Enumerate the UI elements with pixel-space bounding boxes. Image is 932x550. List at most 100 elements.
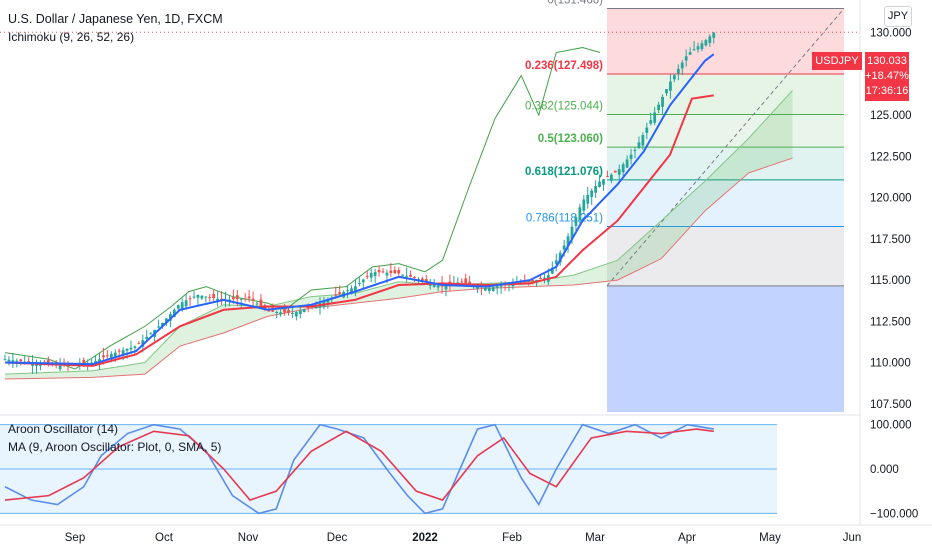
fib-trend-line [606,8,845,287]
candle-body [590,190,594,198]
aroon-legend: Aroon Oscillator (14) [8,422,119,436]
candle-body [279,312,283,315]
time-tick-label: Nov [238,532,259,544]
candle-body [90,362,94,364]
price-change: +18.47% [865,70,909,82]
time-tick-label: Oct [155,532,174,544]
candle-body [192,296,196,298]
symbol-title: U.S. Dollar / Japanese Yen, 1D, FXCM [8,12,223,26]
price-tick-label: 130.000 [870,28,912,40]
symbol-tag: USDJPY [812,52,862,70]
candle-body [704,40,708,46]
candle-body [231,297,235,300]
time-tick-label: Mar [585,532,605,544]
candle-body [259,299,263,307]
candle-body [393,269,397,274]
candle-body [251,298,255,301]
price-tick-label: 117.500 [870,234,911,246]
candle-body [543,277,546,279]
time-tick-label: Sep [65,532,85,544]
currency-button[interactable]: JPY [884,6,912,27]
candle-body [558,252,562,263]
candle-body [283,308,286,313]
price-tick-label: 110.000 [870,358,911,370]
candle-body [688,52,692,55]
candle-body [712,32,716,38]
candle-body [409,274,412,277]
candle-body [405,275,409,277]
candle-body [212,293,216,298]
candle-body [700,43,704,50]
candle-body [566,236,570,247]
osc-tick-label: 100.000 [870,420,912,432]
candle-body [165,318,168,324]
candle-body [117,350,121,352]
leading-span-b [4,157,793,380]
candle-body [401,274,405,276]
candle-body [487,287,491,292]
aroon-ma-line [4,428,714,501]
candle-body [125,348,129,351]
candle-body [149,333,153,335]
candle-body [582,199,586,211]
candle-body [613,170,617,173]
aroon-oscillator-line [4,423,714,515]
candle-body [657,104,661,111]
candle-body [562,245,566,250]
candle-body [168,314,172,321]
candle-body [598,181,601,187]
candle-body [243,298,247,300]
candle-body [145,336,149,339]
candle-body [255,303,259,305]
candle-body [385,272,389,276]
candle-body [436,285,440,288]
candle-body [338,292,342,294]
time-tick-label: 2022 [412,532,438,544]
price-tick-label: 115.000 [870,275,911,287]
candle-body [291,312,294,314]
candle-body [350,288,353,293]
candle-body [102,355,105,358]
fib-extension-zone [607,285,844,412]
candle-body [692,49,696,51]
candle-body [621,164,625,173]
candle-body [334,294,338,296]
candle-body [413,277,416,279]
fib-level-label: 0.236(127.498) [525,60,603,72]
candle-body [574,217,578,226]
candle-body [637,142,641,149]
candle-body [172,309,176,318]
candle-body [570,226,574,240]
price-tick-label: 125.000 [870,110,912,122]
candle-body [550,267,554,274]
candle-body [188,298,192,300]
candle-body [629,154,633,159]
candle-body [287,309,290,313]
candle-body [161,322,164,327]
candle-body [109,353,113,360]
candle-body [397,270,401,274]
fib-level-label: 0.5(123.060) [538,133,603,145]
candle-body [369,272,373,278]
fib-level-label: 0.382(125.044) [525,100,603,112]
candle-body [121,350,125,356]
candle-body [444,285,448,290]
candle-body [141,340,145,347]
fib-zone [607,179,844,227]
price-tick-label: 122.500 [870,151,912,163]
candle-body [204,296,208,298]
candle-body [157,326,160,328]
last-price-box: 130.033 +18.47% 17:36:16 [865,52,909,101]
candle-body [594,186,598,193]
candle-body [476,286,479,289]
candle-body [200,295,204,299]
candle-body [708,36,712,43]
candle-body [460,281,464,283]
candle-body [346,290,349,292]
candle-body [468,281,472,285]
candle-body [357,282,361,284]
candle-body [228,299,231,301]
candle-body [137,343,141,345]
candle-body [113,352,117,357]
candle-body [495,286,499,288]
